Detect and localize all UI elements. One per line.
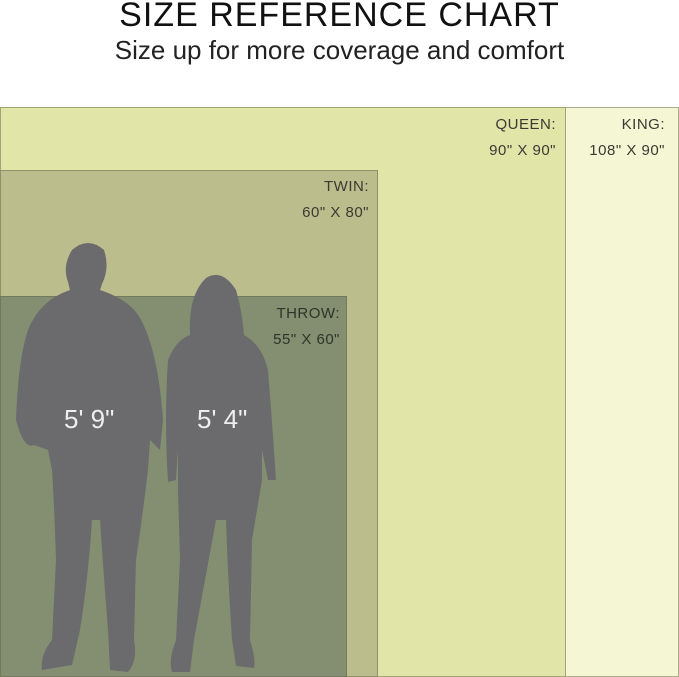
twin-name: TWIN: (324, 178, 369, 195)
man-height: 5' 9" (64, 404, 115, 434)
woman-silhouette (166, 274, 276, 672)
king-name: KING: (621, 116, 665, 133)
queen-dims: 90" X 90" (489, 142, 556, 159)
throw-name: THROW: (276, 305, 340, 322)
woman-height: 5' 4" (197, 404, 248, 434)
man-silhouette (16, 243, 163, 672)
throw-label: THROW: 55" X 60" (273, 301, 340, 353)
king-label: KING: 108" X 90" (589, 112, 665, 164)
king-dims: 108" X 90" (589, 142, 665, 159)
twin-label: TWIN: 60" X 80" (302, 174, 369, 226)
throw-dims: 55" X 60" (273, 331, 340, 348)
twin-dims: 60" X 80" (302, 204, 369, 221)
queen-name: QUEEN: (495, 116, 556, 133)
chart-subtitle: Size up for more coverage and comfort (114, 35, 565, 65)
queen-label: QUEEN: 90" X 90" (489, 112, 556, 164)
chart-title: SIZE REFERENCE CHART (119, 0, 560, 34)
